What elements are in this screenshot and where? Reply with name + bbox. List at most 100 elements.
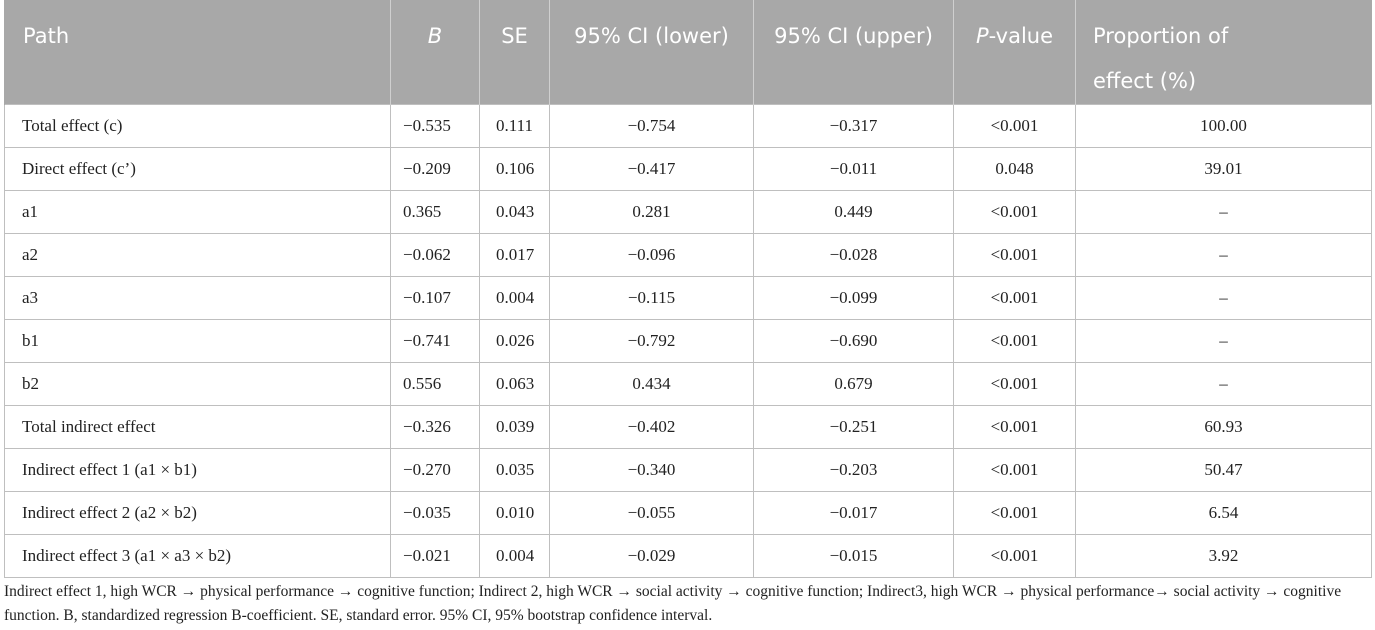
cell-path: a3 [4, 276, 391, 320]
cell-ci-lower: 0.434 [549, 362, 754, 406]
cell-se: 0.004 [479, 276, 550, 320]
cell-ci-upper: −0.690 [753, 319, 954, 363]
cell-ci-upper: −0.251 [753, 405, 954, 449]
table-row: Total effect (c) −0.535 0.111 −0.754 −0.317 <… [4, 104, 1372, 148]
cell-proportion: – [1075, 362, 1372, 406]
table-row: b1 −0.741 0.026 −0.792 −0.690 <0.001– [4, 319, 1372, 363]
cell-b: −0.326 [390, 405, 480, 449]
cell-p-value: <0.001 [953, 190, 1076, 234]
cell-ci-upper: −0.011 [753, 147, 954, 191]
cell-p-value: <0.001 [953, 405, 1076, 449]
cell-p-value: <0.001 [953, 104, 1076, 148]
cell-b: −0.535 [390, 104, 480, 148]
cell-path: b2 [4, 362, 391, 406]
cell-proportion: 39.01 [1075, 147, 1372, 191]
cell-path: a1 [4, 190, 391, 234]
cell-ci-lower: −0.417 [549, 147, 754, 191]
table-row: Direct effect (c’) −0.209 0.106 −0.417 −0.01… [4, 147, 1372, 191]
header-p-italic: P [975, 24, 989, 48]
cell-ci-upper: −0.015 [753, 534, 954, 578]
cell-ci-lower: −0.792 [549, 319, 754, 363]
cell-path: a2 [4, 233, 391, 277]
header-p-value: P-value [953, 0, 1076, 105]
table-header: Path B SE 95% CI (lower) 95% CI (upper) … [4, 0, 1372, 105]
table-row: Indirect effect 2 (a2 × b2) −0.035 0.010 −0… [4, 491, 1372, 535]
header-b: B [390, 0, 480, 105]
table-row: a2 −0.062 0.017 −0.096 −0.028 <0.001– [4, 233, 1372, 277]
cell-b: −0.021 [390, 534, 480, 578]
cell-b: −0.035 [390, 491, 480, 535]
table-row: b2 0.556 0.063 0.434 0.679 <0.001– [4, 362, 1372, 406]
table-body: Total effect (c) −0.535 0.111 −0.754 −0.317 <… [4, 104, 1372, 578]
cell-se: 0.039 [479, 405, 550, 449]
cell-ci-lower: −0.029 [549, 534, 754, 578]
cell-proportion: 100.00 [1075, 104, 1372, 148]
cell-proportion: 6.54 [1075, 491, 1372, 535]
cell-path: Indirect effect 3 (a1 × a3 × b2) [4, 534, 391, 578]
header-ci-upper: 95% CI (upper) [753, 0, 954, 105]
cell-p-value: <0.001 [953, 491, 1076, 535]
table-row: a1 0.365 0.043 0.281 0.449 <0.001– [4, 190, 1372, 234]
cell-b: −0.741 [390, 319, 480, 363]
header-path: Path [4, 0, 391, 105]
header-b-label: B [427, 24, 443, 48]
cell-ci-upper: −0.099 [753, 276, 954, 320]
cell-ci-lower: 0.281 [549, 190, 754, 234]
cell-p-value: <0.001 [953, 534, 1076, 578]
cell-se: 0.106 [479, 147, 550, 191]
cell-b: −0.107 [390, 276, 480, 320]
cell-proportion: 60.93 [1075, 405, 1372, 449]
cell-path: Total effect (c) [4, 104, 391, 148]
table-row: Indirect effect 1 (a1 × b1) −0.270 0.035 −0… [4, 448, 1372, 492]
cell-ci-upper: 0.679 [753, 362, 954, 406]
cell-b: −0.209 [390, 147, 480, 191]
header-ci-lower: 95% CI (lower) [549, 0, 754, 105]
cell-se: 0.063 [479, 362, 550, 406]
cell-proportion: – [1075, 233, 1372, 277]
cell-ci-upper: 0.449 [753, 190, 954, 234]
cell-proportion: – [1075, 319, 1372, 363]
cell-proportion: – [1075, 276, 1372, 320]
cell-proportion: 50.47 [1075, 448, 1372, 492]
cell-se: 0.026 [479, 319, 550, 363]
cell-se: 0.004 [479, 534, 550, 578]
cell-ci-upper: −0.203 [753, 448, 954, 492]
cell-b: 0.556 [390, 362, 480, 406]
header-p-rest: -value [988, 24, 1054, 48]
cell-p-value: <0.001 [953, 448, 1076, 492]
cell-path: b1 [4, 319, 391, 363]
cell-ci-upper: −0.028 [753, 233, 954, 277]
cell-path: Direct effect (c’) [4, 147, 391, 191]
cell-ci-lower: −0.754 [549, 104, 754, 148]
table-footnote: Indirect effect 1, high WCR → physical p… [4, 583, 1342, 624]
cell-ci-lower: −0.055 [549, 491, 754, 535]
cell-p-value: 0.048 [953, 147, 1076, 191]
cell-b: −0.062 [390, 233, 480, 277]
table-row: Indirect effect 3 (a1 × a3 × b2) −0.021 0.… [4, 534, 1372, 578]
cell-se: 0.111 [479, 104, 550, 148]
cell-path: Total indirect effect [4, 405, 391, 449]
cell-ci-lower: −0.402 [549, 405, 754, 449]
cell-ci-lower: −0.340 [549, 448, 754, 492]
mediation-table: Path B SE 95% CI (lower) 95% CI (upper) … [4, 0, 1372, 578]
cell-path: Indirect effect 1 (a1 × b1) [4, 448, 391, 492]
cell-p-value: <0.001 [953, 233, 1076, 277]
table-row: a3 −0.107 0.004 −0.115 −0.099 <0.001– [4, 276, 1372, 320]
cell-se: 0.035 [479, 448, 550, 492]
cell-p-value: <0.001 [953, 319, 1076, 363]
header-proportion: Proportion of effect (%) [1075, 0, 1372, 105]
cell-ci-upper: −0.017 [753, 491, 954, 535]
header-se: SE [479, 0, 550, 105]
cell-proportion: – [1075, 190, 1372, 234]
cell-ci-upper: −0.317 [753, 104, 954, 148]
cell-p-value: <0.001 [953, 362, 1076, 406]
cell-se: 0.010 [479, 491, 550, 535]
table-row: Total indirect effect −0.326 0.039 −0.402 −0… [4, 405, 1372, 449]
cell-b: 0.365 [390, 190, 480, 234]
cell-proportion: 3.92 [1075, 534, 1372, 578]
cell-se: 0.017 [479, 233, 550, 277]
cell-se: 0.043 [479, 190, 550, 234]
cell-ci-lower: −0.115 [549, 276, 754, 320]
cell-ci-lower: −0.096 [549, 233, 754, 277]
cell-path: Indirect effect 2 (a2 × b2) [4, 491, 391, 535]
